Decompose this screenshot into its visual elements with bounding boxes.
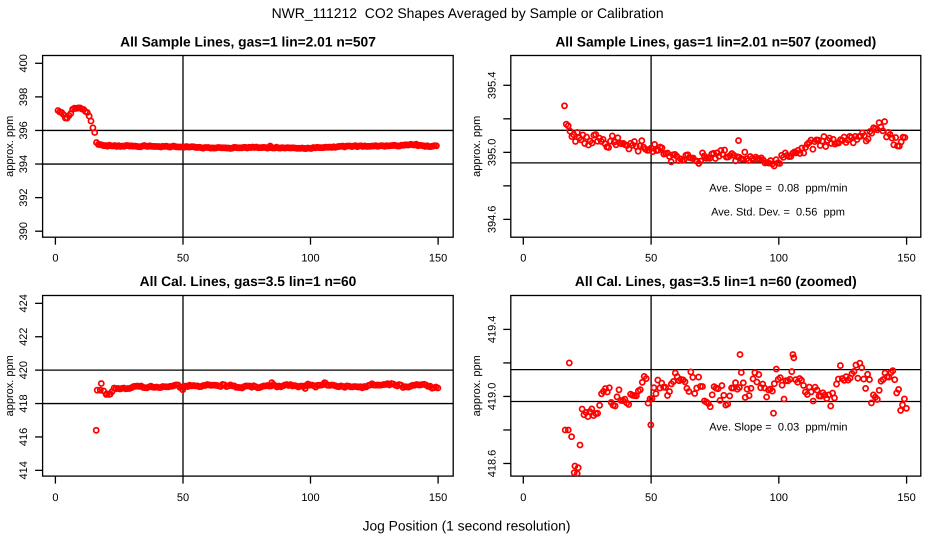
svg-text:392: 392	[18, 188, 30, 206]
svg-text:150: 150	[897, 253, 915, 265]
svg-text:Ave. Slope = 0.08 ppm/min: Ave. Slope = 0.08 ppm/min	[709, 183, 847, 195]
svg-text:419.0: 419.0	[486, 383, 498, 411]
svg-text:398: 398	[18, 88, 30, 106]
svg-text:418.6: 418.6	[486, 450, 498, 478]
svg-text:400: 400	[18, 54, 30, 72]
svg-text:150: 150	[429, 253, 447, 265]
svg-text:395.4: 395.4	[486, 72, 498, 100]
svg-text:0: 0	[520, 492, 526, 504]
svg-text:394.6: 394.6	[486, 206, 498, 234]
svg-text:0: 0	[52, 253, 58, 265]
svg-text:414: 414	[18, 461, 30, 479]
svg-text:0: 0	[52, 492, 58, 504]
svg-text:50: 50	[177, 253, 189, 265]
svg-text:Ave. Std. Dev. = 0.56 ppm: Ave. Std. Dev. = 0.56 ppm	[711, 206, 845, 218]
svg-text:422: 422	[18, 328, 30, 346]
svg-text:394: 394	[18, 155, 30, 173]
svg-text:All Cal. Lines, gas=3.5 lin=1: All Cal. Lines, gas=3.5 lin=1 n=60	[140, 274, 357, 289]
svg-text:100: 100	[301, 253, 319, 265]
svg-text:416: 416	[18, 428, 30, 446]
svg-text:approx. ppm: approx. ppm	[4, 355, 16, 416]
svg-text:All Sample Lines, gas=1 lin=2.: All Sample Lines, gas=1 lin=2.01 n=507 (…	[555, 35, 876, 50]
svg-text:390: 390	[18, 222, 30, 240]
svg-text:395.0: 395.0	[486, 139, 498, 167]
svg-text:418: 418	[18, 394, 30, 412]
svg-text:100: 100	[770, 492, 788, 504]
svg-text:50: 50	[177, 492, 189, 504]
svg-text:420: 420	[18, 361, 30, 379]
svg-text:100: 100	[301, 492, 319, 504]
svg-text:Jog Position (1 second resolut: Jog Position (1 second resolution)	[363, 518, 571, 533]
svg-text:424: 424	[18, 294, 30, 312]
svg-text:approx. ppm: approx. ppm	[4, 116, 16, 177]
svg-text:396: 396	[18, 121, 30, 139]
svg-text:150: 150	[897, 492, 915, 504]
svg-text:150: 150	[429, 492, 447, 504]
svg-text:Ave. Slope = 0.03 ppm/min: Ave. Slope = 0.03 ppm/min	[709, 422, 847, 434]
svg-text:All Sample Lines, gas=1 lin=2.: All Sample Lines, gas=1 lin=2.01 n=507	[120, 35, 376, 50]
svg-text:0: 0	[520, 253, 526, 265]
svg-text:NWR_111212 CO2 Shapes Average: NWR_111212 CO2 Shapes Averaged by Sample…	[272, 5, 664, 21]
svg-text:All Cal. Lines, gas=3.5 lin=1: All Cal. Lines, gas=3.5 lin=1 n=60 (zoom…	[575, 274, 857, 289]
svg-text:50: 50	[645, 492, 657, 504]
svg-text:100: 100	[770, 253, 788, 265]
svg-text:approx. ppm: approx. ppm	[471, 116, 483, 177]
svg-text:50: 50	[645, 253, 657, 265]
svg-text:419.4: 419.4	[486, 316, 498, 344]
svg-text:approx. ppm: approx. ppm	[471, 355, 483, 416]
